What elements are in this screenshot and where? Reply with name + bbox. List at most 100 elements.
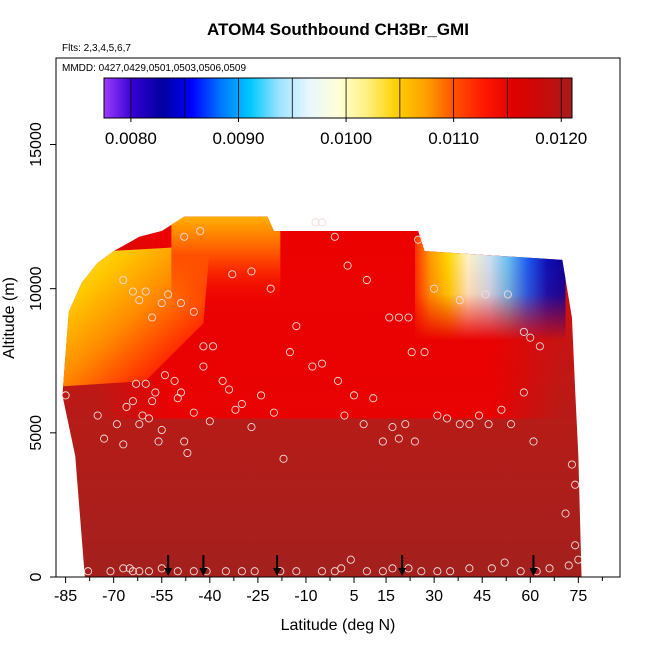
sample-point	[247, 267, 256, 276]
sample-point	[83, 567, 93, 576]
x-tick-label: -25	[246, 588, 269, 605]
sample-point	[189, 567, 198, 576]
sample-point	[269, 408, 278, 417]
sample-point	[128, 397, 137, 406]
flight-arrow	[529, 555, 538, 576]
sample-point	[430, 284, 439, 293]
sample-point	[317, 359, 327, 368]
y-tick-label: 15000	[28, 122, 45, 167]
sample-point	[526, 333, 535, 342]
x-tick-label: 30	[425, 588, 443, 605]
sample-point	[164, 290, 173, 299]
flight-arrow	[199, 555, 208, 576]
flight-arrow	[273, 555, 282, 576]
sample-point	[180, 232, 189, 241]
flight-arrow	[164, 555, 173, 576]
sample-point	[503, 290, 512, 299]
sample-point	[346, 555, 355, 564]
x-tick-label: 5	[350, 588, 359, 605]
x-tick-label: 15	[377, 588, 395, 605]
sample-point	[237, 567, 246, 576]
sample-point	[119, 275, 128, 285]
sample-point	[176, 388, 186, 397]
sample-point	[506, 420, 516, 429]
sample-point	[487, 564, 496, 573]
sample-point	[106, 567, 115, 576]
colorbar: MMDD: 0427,0429,0501,0503,0506,0509 0.00…	[62, 63, 587, 148]
sample-point	[128, 287, 137, 296]
sample-point	[362, 275, 371, 285]
sample-point	[160, 371, 170, 380]
sample-point	[176, 299, 186, 308]
sample-point	[208, 342, 218, 351]
y-tick-label: 0	[28, 572, 45, 581]
sample-point	[144, 414, 153, 423]
sample-point	[519, 327, 528, 336]
y-tick-label: 10000	[28, 266, 45, 311]
sample-point	[119, 564, 128, 573]
sample-point	[157, 299, 166, 308]
sample-point	[189, 307, 198, 316]
sample-point	[141, 379, 150, 388]
sample-point	[388, 564, 397, 573]
sample-point	[144, 567, 153, 576]
sample-point	[484, 420, 493, 429]
sample-point	[148, 397, 157, 406]
sample-point	[308, 362, 317, 371]
sample-point	[407, 348, 416, 357]
sample-point	[221, 567, 230, 576]
y-axis-label: Altitude (m)	[1, 277, 18, 359]
colorbar-dividers	[130, 78, 562, 118]
sample-point	[180, 437, 189, 446]
sample-point	[183, 448, 192, 458]
sample-point	[388, 423, 397, 432]
sample-point	[250, 567, 259, 576]
x-tick-label: -40	[198, 588, 221, 605]
x-axis-label: Latitude (deg N)	[281, 617, 396, 634]
sample-point	[410, 437, 419, 446]
sample-point	[196, 226, 205, 236]
sample-point	[446, 567, 455, 576]
x-tick-label: -70	[102, 588, 125, 605]
colorbar-tick-label: 0.0090	[212, 129, 264, 148]
sample-point	[93, 411, 102, 420]
sample-point	[378, 437, 387, 446]
sample-point	[311, 218, 320, 227]
sample-point	[571, 480, 580, 489]
colorbar-tick-label: 0.0080	[105, 129, 157, 148]
sample-point	[112, 420, 121, 429]
sample-point	[279, 454, 288, 463]
sample-point	[333, 376, 343, 385]
sample-point	[455, 296, 464, 305]
sample-point	[420, 348, 429, 357]
sample-point	[362, 567, 371, 576]
sample-point	[340, 411, 349, 420]
sample-point	[224, 385, 234, 394]
sample-point	[247, 423, 256, 432]
sample-point	[359, 420, 368, 429]
sample-point	[199, 342, 208, 351]
sample-point	[394, 313, 403, 322]
sample-point	[173, 567, 182, 576]
sample-point	[237, 399, 246, 409]
sample-point	[465, 564, 474, 573]
sample-point	[141, 287, 150, 296]
colorbar-tick-label: 0.0110	[428, 129, 479, 148]
sample-point	[257, 391, 266, 400]
sample-point	[343, 261, 352, 270]
sample-point	[199, 362, 208, 371]
sample-point	[128, 567, 137, 576]
sample-point	[433, 567, 442, 576]
sample-point	[100, 434, 109, 443]
x-tick-label: -10	[294, 588, 317, 605]
y-tick-label: 5000	[28, 415, 45, 451]
sample-point	[481, 290, 490, 299]
sample-point	[417, 567, 426, 576]
sample-point	[414, 235, 423, 244]
sample-point	[266, 284, 275, 293]
sample-point	[132, 379, 141, 388]
colorbar-ticks: 0.0080 0.0090 0.0100 0.0110 0.0120	[105, 118, 587, 148]
sample-point	[529, 437, 538, 446]
sample-point	[231, 405, 240, 414]
